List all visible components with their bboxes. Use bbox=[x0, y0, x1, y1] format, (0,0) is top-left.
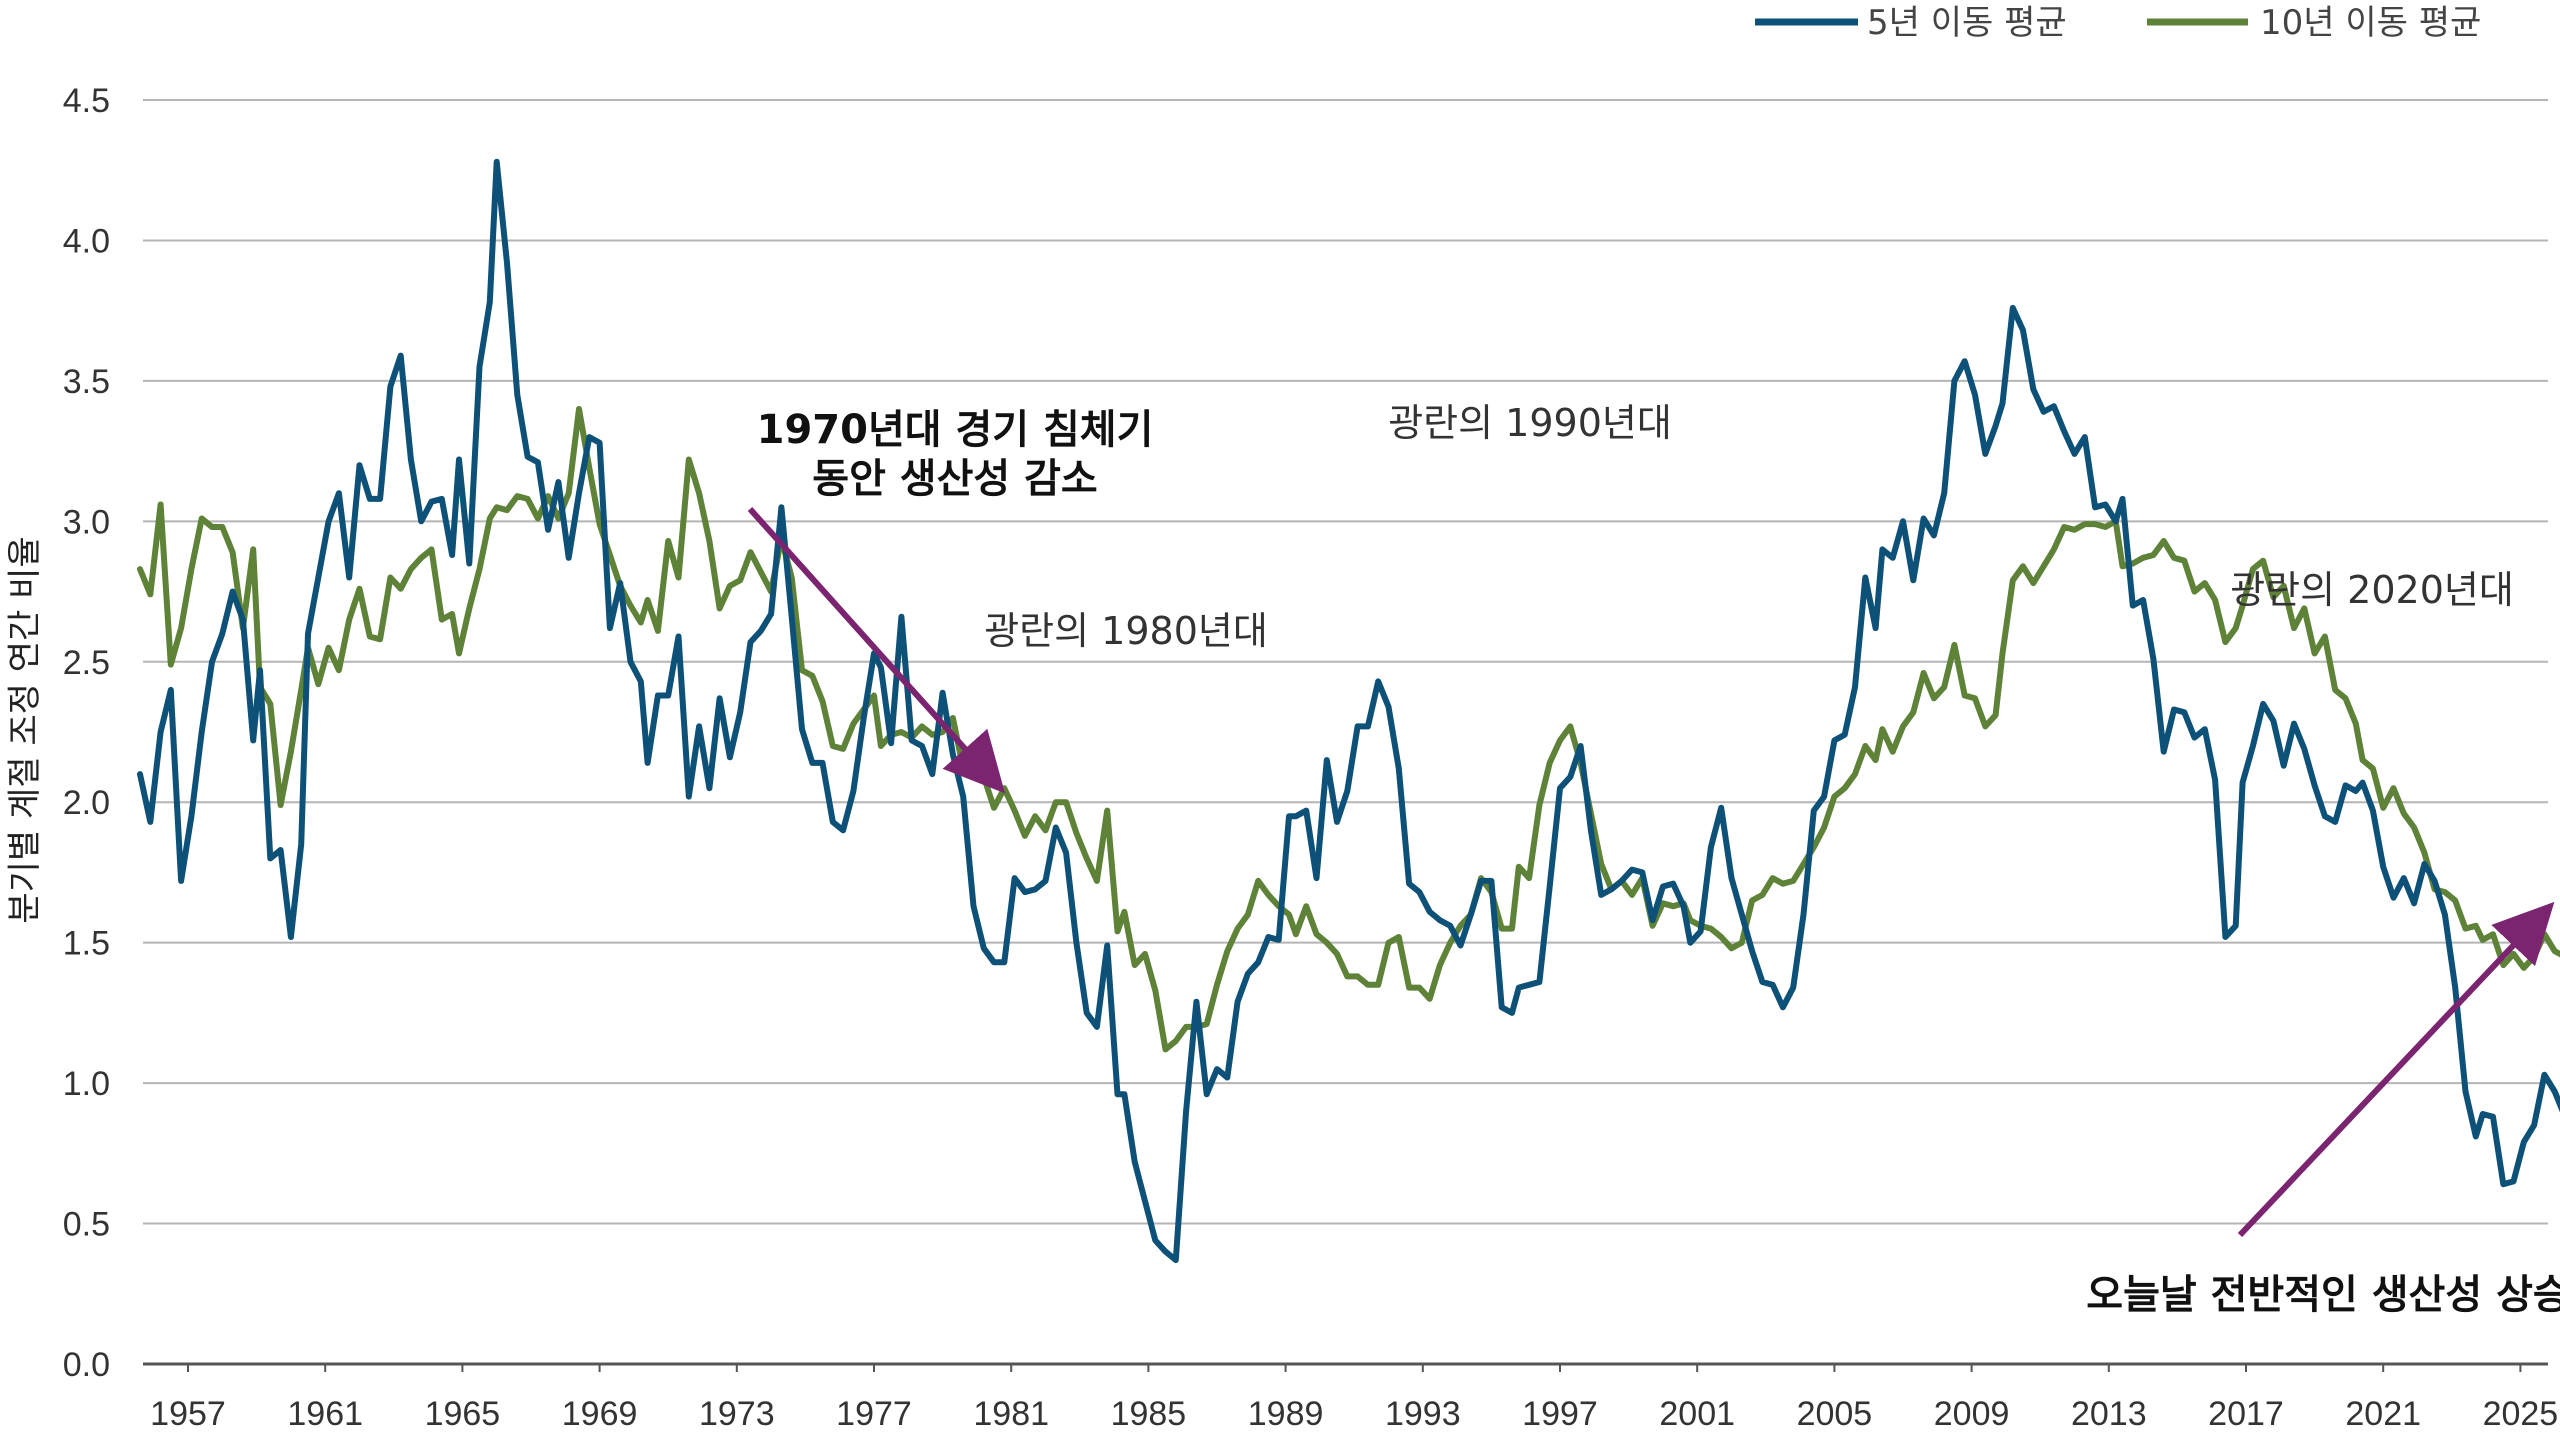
x-tick-label: 2021 bbox=[2345, 1395, 2421, 1433]
annotation-boom-1980s: 광란의 1980년대 bbox=[984, 609, 1268, 653]
x-tick-label: 1957 bbox=[150, 1395, 226, 1433]
x-tick-label: 1973 bbox=[699, 1395, 775, 1433]
x-tick-label: 2025 bbox=[2483, 1395, 2559, 1433]
y-tick-label: 3.0 bbox=[63, 503, 110, 541]
series-line-5yr bbox=[137, 158, 2560, 1264]
arrow-decline bbox=[747, 506, 1006, 794]
x-tick-label: 1989 bbox=[1248, 1395, 1324, 1433]
x-tick-label: 2009 bbox=[1934, 1395, 2010, 1433]
x-tick-label: 2005 bbox=[1797, 1395, 1873, 1433]
x-tick-label: 1981 bbox=[973, 1395, 1049, 1433]
y-tick-label: 1.5 bbox=[63, 925, 110, 963]
y-axis-label: 분기별 계절 조정 연간 비율 bbox=[5, 536, 45, 923]
x-tick-label: 2017 bbox=[2208, 1395, 2284, 1433]
y-tick-label: 0.0 bbox=[63, 1346, 110, 1384]
y-tick-label: 2.5 bbox=[63, 644, 110, 682]
annotation-boom-1990s: 광란의 1990년대 bbox=[1388, 401, 1672, 445]
annotation-boom-2020s: 광란의 2020년대 bbox=[2230, 568, 2514, 612]
x-tick-label: 1961 bbox=[287, 1395, 363, 1433]
y-axis-ticks: 0.0 0.5 1.0 1.5 2.0 2.5 3.0 3.5 4.0 4.5 bbox=[63, 82, 110, 1384]
x-axis-ticks: 1957 1961 1965 1969 1973 1977 1981 1985 1989 1993… bbox=[150, 1364, 2558, 1433]
annotation-today: 오늘날 전반적인 생산성 상승 bbox=[2086, 1272, 2560, 1318]
annotation-recession-line1: 1970년대 경기 침체기 bbox=[757, 407, 1154, 453]
y-tick-label: 0.5 bbox=[63, 1206, 110, 1244]
arrow-rise bbox=[2237, 901, 2555, 1238]
x-tick-label: 1997 bbox=[1522, 1395, 1598, 1433]
legend-label-10yr: 10년 이동 평균 bbox=[2260, 3, 2481, 43]
annotation-recession-line2: 동안 생산성 감소 bbox=[812, 456, 1097, 502]
y-tick-label: 2.0 bbox=[63, 784, 110, 822]
y-tick-label: 4.5 bbox=[63, 82, 110, 120]
x-tick-label: 2001 bbox=[1659, 1395, 1735, 1433]
x-tick-label: 1977 bbox=[836, 1395, 912, 1433]
annotations: 1970년대 경기 침체기 동안 생산성 감소 광란의 1980년대 광란의 1… bbox=[747, 401, 2560, 1318]
x-tick-label: 1969 bbox=[562, 1395, 638, 1433]
x-tick-label: 1985 bbox=[1111, 1395, 1187, 1433]
y-tick-label: 1.0 bbox=[63, 1065, 110, 1103]
gridlines bbox=[143, 99, 2548, 1366]
series-lines bbox=[137, 158, 2560, 1264]
x-tick-label: 1993 bbox=[1385, 1395, 1461, 1433]
x-tick-label: 1965 bbox=[425, 1395, 501, 1433]
x-tick-label: 2013 bbox=[2071, 1395, 2147, 1433]
legend: 5년 이동 평균 10년 이동 평균 bbox=[1755, 3, 2481, 43]
y-tick-label: 3.5 bbox=[63, 363, 110, 401]
y-tick-label: 4.0 bbox=[63, 222, 110, 260]
series-line-10yr bbox=[137, 406, 2560, 1053]
legend-label-5yr: 5년 이동 평균 bbox=[1867, 3, 2067, 43]
